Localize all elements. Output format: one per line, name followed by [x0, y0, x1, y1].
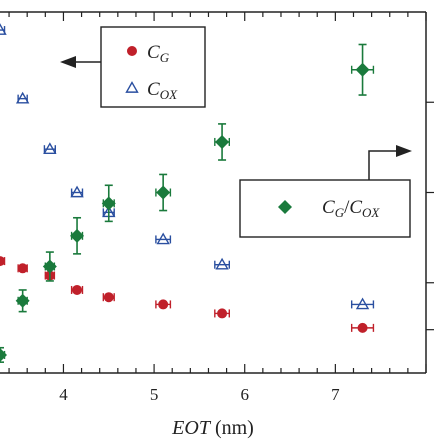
diamond-marker [42, 259, 57, 274]
point-triangle [214, 257, 231, 270]
point-triangle [155, 232, 172, 245]
diamond-marker [101, 196, 116, 211]
diamond-marker [215, 134, 230, 149]
circle-marker [17, 263, 28, 274]
x-axis-title: EOT (nm) [171, 417, 254, 439]
diamond-marker [156, 185, 171, 200]
legend-label: COX [147, 79, 178, 102]
point-triangle [43, 142, 57, 155]
point-diamond [70, 216, 85, 255]
x-tick-label: 6 [240, 385, 249, 404]
triangle-marker [43, 142, 57, 155]
left-axis-arrowhead [60, 56, 76, 68]
point-diamond [101, 184, 116, 223]
x-tick-label: 7 [331, 385, 340, 404]
right-axis-arrow-line [368, 150, 396, 180]
point-circle [102, 292, 115, 303]
point-diamond [0, 346, 7, 363]
circle-marker [357, 322, 368, 333]
circle-marker [0, 256, 5, 267]
data-series [0, 23, 375, 363]
series-circle [0, 256, 375, 333]
x-tick-label: 4 [59, 385, 68, 404]
legends: CG COX CG/COX [60, 26, 412, 238]
triangle-marker [215, 257, 229, 270]
circle-marker [72, 284, 83, 295]
triangle-marker [156, 232, 170, 245]
diamond-marker [355, 62, 370, 77]
point-diamond [350, 43, 375, 96]
point-triangle [350, 297, 375, 310]
legend-ratio: CG/COX [239, 145, 412, 238]
point-circle [70, 284, 84, 295]
triangle-marker [15, 91, 30, 104]
point-diamond [15, 289, 30, 313]
x-ticks: 4 5 6 7 [8, 12, 427, 404]
point-circle [0, 256, 6, 267]
point-triangle [0, 23, 7, 35]
legend-triangle-icon [125, 81, 139, 93]
diamond-marker [15, 293, 30, 308]
point-diamond [155, 173, 172, 212]
point-circle [155, 299, 172, 310]
triangle-marker [0, 23, 7, 35]
point-diamond [214, 123, 231, 161]
x-tick-label: 5 [150, 385, 159, 404]
point-triangle [70, 185, 84, 198]
legend-box [239, 179, 411, 238]
series-diamond [0, 43, 375, 363]
diamond-marker [0, 347, 7, 362]
circle-marker [158, 299, 169, 310]
point-circle [214, 308, 231, 319]
triangle-marker [355, 297, 370, 310]
legend-circle-icon [127, 46, 137, 56]
point-circle [350, 322, 375, 333]
legend-box [100, 26, 206, 108]
diamond-marker [70, 228, 85, 243]
triangle-marker [70, 185, 84, 198]
circle-marker [217, 308, 228, 319]
plot-frame [0, 11, 434, 374]
point-circle [17, 263, 28, 274]
right-axis-arrowhead [396, 145, 412, 157]
point-triangle [15, 91, 30, 104]
legend-diamond-icon [278, 200, 292, 214]
legend-cg-cox: CG COX [60, 26, 206, 108]
series-triangle [0, 23, 375, 310]
legend-label: CG/COX [322, 197, 380, 220]
point-diamond [42, 251, 57, 282]
legend-label: CG [147, 42, 170, 65]
circle-marker [103, 292, 114, 303]
